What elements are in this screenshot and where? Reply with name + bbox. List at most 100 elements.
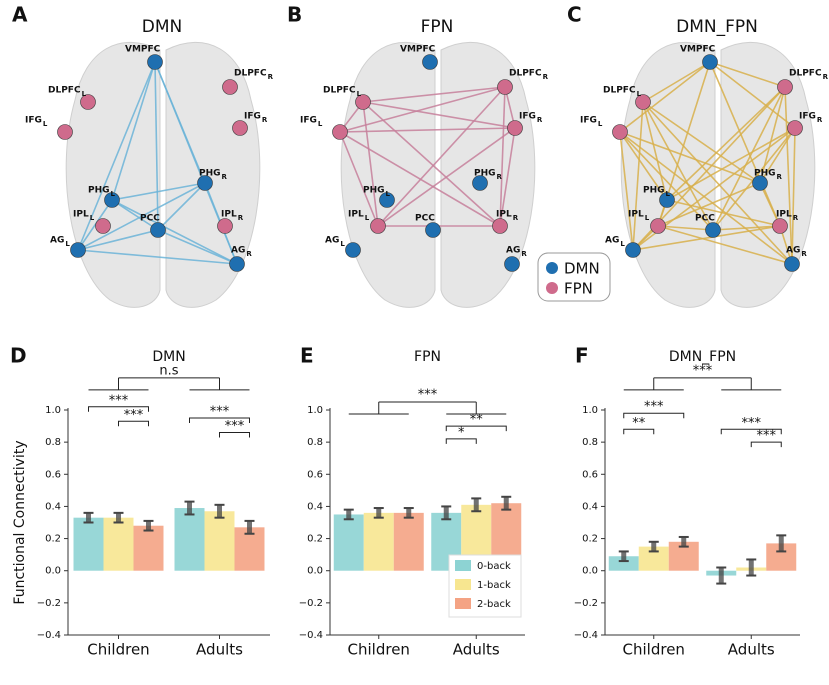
bracket <box>750 441 782 448</box>
node-subscript: R <box>497 173 503 181</box>
significance: *** <box>418 387 438 402</box>
node <box>422 54 438 70</box>
node-label: AG <box>506 246 520 256</box>
significance: * <box>458 425 465 440</box>
node-label: VMPFC <box>400 45 436 55</box>
edge <box>619 131 761 184</box>
node-label: IPL <box>221 210 237 220</box>
node-subscript: R <box>262 116 268 124</box>
node <box>625 242 641 258</box>
node-label: DLPFC <box>323 86 356 96</box>
edge <box>759 182 781 227</box>
node-label: PHG <box>754 169 776 179</box>
panel-title: DMN <box>142 17 182 37</box>
node-subscript: R <box>246 250 252 258</box>
node-label: PCC <box>695 214 715 224</box>
legend-marker <box>546 282 558 294</box>
node <box>57 124 73 140</box>
significance: ** <box>632 416 646 431</box>
edge <box>377 127 516 227</box>
node <box>222 79 238 95</box>
node <box>492 218 508 234</box>
y-tick-label: 0.8 <box>45 437 61 448</box>
node-label: IPL <box>776 210 792 220</box>
node-label: AG <box>325 236 339 246</box>
node-label: IFG <box>799 112 816 122</box>
node-label: IPL <box>73 210 89 220</box>
y-tick-label: 1.0 <box>582 405 598 416</box>
node <box>777 79 793 95</box>
node-subscript: L <box>666 190 671 198</box>
edge <box>77 61 156 251</box>
legend-swatch <box>455 598 471 609</box>
node <box>705 222 721 238</box>
significance: *** <box>757 429 777 444</box>
x-tick-label: Adults <box>453 641 500 659</box>
edge <box>666 199 781 227</box>
node <box>772 218 788 234</box>
edge <box>77 229 159 251</box>
panel-title: DMN_FPN <box>676 17 758 37</box>
node-subscript: L <box>620 240 625 248</box>
node-label: PHG <box>643 186 665 196</box>
node-label: IFG <box>244 112 261 122</box>
edge <box>642 61 711 103</box>
legend-label: 2-back <box>477 599 511 610</box>
edge <box>712 225 781 231</box>
edge <box>709 61 786 88</box>
edge <box>657 182 761 227</box>
node-subscript: L <box>357 90 362 98</box>
y-tick-label: 0.4 <box>45 501 61 512</box>
node-label: PHG <box>88 186 110 196</box>
significance: *** <box>742 416 762 431</box>
edge <box>77 182 206 251</box>
node-label: IFG <box>519 112 536 122</box>
legend-swatch <box>455 560 471 571</box>
node-label: DLPFC <box>509 69 542 79</box>
legend-label: 0-back <box>477 561 511 572</box>
node <box>229 256 245 272</box>
edge <box>111 199 159 231</box>
edge <box>339 127 516 133</box>
node-label: AG <box>231 246 245 256</box>
y-tick-label: −0.2 <box>37 598 61 609</box>
node-label: IFG <box>580 116 597 126</box>
node-label: PCC <box>415 214 435 224</box>
y-tick-label: 0.6 <box>582 469 598 480</box>
edge <box>77 249 238 265</box>
node <box>355 94 371 110</box>
node <box>345 242 361 258</box>
edge <box>499 127 516 227</box>
node-label: PHG <box>363 186 385 196</box>
node-label: VMPFC <box>680 45 716 55</box>
node <box>752 175 768 191</box>
y-tick-label: 0.2 <box>307 534 323 545</box>
bar <box>333 514 364 571</box>
node-label: IFG <box>25 116 42 126</box>
y-axis-label: Functional Connectivity <box>12 440 28 604</box>
node-label: VMPFC <box>125 45 161 55</box>
y-tick-label: 1.0 <box>307 405 323 416</box>
panel-letter: A <box>12 3 28 27</box>
y-tick-label: 0.6 <box>45 469 61 480</box>
node-subscript: R <box>823 73 829 81</box>
y-tick-label: −0.4 <box>299 630 323 641</box>
edge <box>619 131 793 265</box>
chart-title: DMN <box>152 349 185 365</box>
node-subscript: R <box>817 116 823 124</box>
node-subscript: L <box>386 190 391 198</box>
node-label: AG <box>786 246 800 256</box>
edge <box>77 199 113 251</box>
y-tick-label: 0.0 <box>307 566 323 577</box>
bracket <box>219 432 250 438</box>
edge <box>362 101 501 227</box>
bracket <box>189 417 250 424</box>
node-label: DLPFC <box>603 86 636 96</box>
node-subscript: L <box>598 120 603 128</box>
edge <box>709 61 781 227</box>
legend-marker <box>546 262 558 274</box>
node-subscript: L <box>645 214 650 222</box>
node <box>379 192 395 208</box>
node <box>104 192 120 208</box>
